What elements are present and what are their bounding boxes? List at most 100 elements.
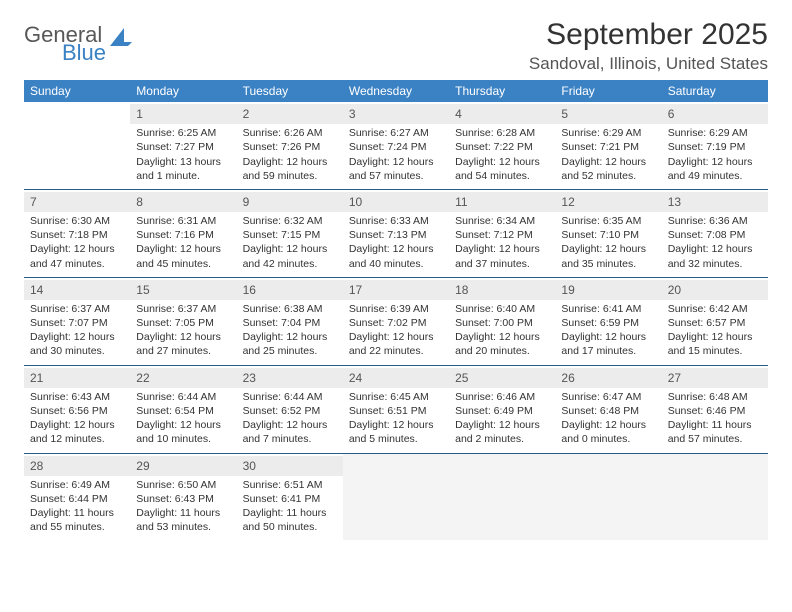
page-title: September 2025 xyxy=(529,18,768,52)
day-number: 12 xyxy=(555,192,661,212)
day-daylight2: and 22 minutes. xyxy=(349,344,443,358)
day-sunset: Sunset: 6:44 PM xyxy=(30,492,124,506)
calendar-day-cell: 24Sunrise: 6:45 AMSunset: 6:51 PMDayligh… xyxy=(343,365,449,453)
calendar-day-cell: 22Sunrise: 6:44 AMSunset: 6:54 PMDayligh… xyxy=(130,365,236,453)
calendar-day-cell: 25Sunrise: 6:46 AMSunset: 6:49 PMDayligh… xyxy=(449,365,555,453)
day-number: 17 xyxy=(343,280,449,300)
day-daylight2: and 47 minutes. xyxy=(30,257,124,271)
calendar-week-row: 14Sunrise: 6:37 AMSunset: 7:07 PMDayligh… xyxy=(24,277,768,365)
day-sunrise: Sunrise: 6:38 AM xyxy=(243,302,337,316)
day-sunrise: Sunrise: 6:50 AM xyxy=(136,478,230,492)
day-daylight2: and 40 minutes. xyxy=(349,257,443,271)
day-daylight2: and 1 minute. xyxy=(136,169,230,183)
day-sunrise: Sunrise: 6:25 AM xyxy=(136,126,230,140)
calendar-day-cell: 5Sunrise: 6:29 AMSunset: 7:21 PMDaylight… xyxy=(555,102,661,189)
day-number: 22 xyxy=(130,368,236,388)
day-sunrise: Sunrise: 6:28 AM xyxy=(455,126,549,140)
day-daylight2: and 17 minutes. xyxy=(561,344,655,358)
day-sunset: Sunset: 7:13 PM xyxy=(349,228,443,242)
day-sunset: Sunset: 6:52 PM xyxy=(243,404,337,418)
day-daylight2: and 10 minutes. xyxy=(136,432,230,446)
day-daylight2: and 15 minutes. xyxy=(668,344,762,358)
day-sunrise: Sunrise: 6:37 AM xyxy=(30,302,124,316)
logo: General Blue xyxy=(24,18,132,64)
header: General Blue September 2025 Sandoval, Il… xyxy=(24,18,768,74)
day-sunset: Sunset: 7:15 PM xyxy=(243,228,337,242)
weekday-header: Friday xyxy=(555,80,661,102)
day-number: 15 xyxy=(130,280,236,300)
day-daylight1: Daylight: 12 hours xyxy=(30,418,124,432)
day-sunset: Sunset: 6:48 PM xyxy=(561,404,655,418)
day-sunset: Sunset: 7:08 PM xyxy=(668,228,762,242)
weekday-header: Thursday xyxy=(449,80,555,102)
logo-sail-icon xyxy=(110,28,132,53)
day-number: 10 xyxy=(343,192,449,212)
calendar-day-cell: 13Sunrise: 6:36 AMSunset: 7:08 PMDayligh… xyxy=(662,189,768,277)
day-sunset: Sunset: 7:18 PM xyxy=(30,228,124,242)
day-daylight2: and 55 minutes. xyxy=(30,520,124,534)
calendar-day-cell xyxy=(24,102,130,189)
day-sunset: Sunset: 6:54 PM xyxy=(136,404,230,418)
day-sunrise: Sunrise: 6:29 AM xyxy=(668,126,762,140)
day-number: 7 xyxy=(24,192,130,212)
day-number: 8 xyxy=(130,192,236,212)
day-number: 24 xyxy=(343,368,449,388)
day-sunset: Sunset: 7:10 PM xyxy=(561,228,655,242)
calendar-day-cell: 21Sunrise: 6:43 AMSunset: 6:56 PMDayligh… xyxy=(24,365,130,453)
day-sunrise: Sunrise: 6:44 AM xyxy=(243,390,337,404)
day-daylight1: Daylight: 12 hours xyxy=(455,418,549,432)
day-daylight1: Daylight: 11 hours xyxy=(243,506,337,520)
calendar-day-cell xyxy=(449,453,555,540)
day-sunset: Sunset: 6:51 PM xyxy=(349,404,443,418)
calendar-day-cell: 15 Sunrise: 6:37 AMSunset: 7:05 PMDayligh… xyxy=(130,277,236,365)
day-daylight2: and 52 minutes. xyxy=(561,169,655,183)
day-number: 27 xyxy=(662,368,768,388)
day-number: 25 xyxy=(449,368,555,388)
calendar-day-cell: 29 Sunrise: 6:50 AMSunset: 6:43 PMDayligh… xyxy=(130,453,236,540)
day-daylight1: Daylight: 11 hours xyxy=(30,506,124,520)
calendar-day-cell: 7Sunrise: 6:30 AMSunset: 7:18 PMDaylight… xyxy=(24,189,130,277)
calendar-day-cell xyxy=(343,453,449,540)
calendar-week-row: 28Sunrise: 6:49 AMSunset: 6:44 PMDayligh… xyxy=(24,453,768,540)
calendar-day-cell: 8Sunrise: 6:31 AMSunset: 7:16 PMDaylight… xyxy=(130,189,236,277)
day-sunrise: Sunrise: 6:26 AM xyxy=(243,126,337,140)
calendar-day-cell: 27Sunrise: 6:48 AMSunset: 6:46 PMDayligh… xyxy=(662,365,768,453)
calendar-day-cell: 10Sunrise: 6:33 AMSunset: 7:13 PMDayligh… xyxy=(343,189,449,277)
day-sunset: Sunset: 6:59 PM xyxy=(561,316,655,330)
calendar-header-row: SundayMondayTuesdayWednesdayThursdayFrid… xyxy=(24,80,768,102)
day-sunset: Sunset: 6:43 PM xyxy=(136,492,230,506)
day-sunrise: Sunrise: 6:37 AM xyxy=(136,302,230,316)
logo-text: General Blue xyxy=(24,24,106,64)
day-daylight2: and 45 minutes. xyxy=(136,257,230,271)
day-sunset: Sunset: 7:16 PM xyxy=(136,228,230,242)
weekday-header: Wednesday xyxy=(343,80,449,102)
day-number: 19 xyxy=(555,280,661,300)
day-number: 16 xyxy=(237,280,343,300)
day-daylight1: Daylight: 11 hours xyxy=(136,506,230,520)
day-number: 3 xyxy=(343,104,449,124)
day-sunrise: Sunrise: 6:29 AM xyxy=(561,126,655,140)
day-number: 9 xyxy=(237,192,343,212)
day-daylight2: and 42 minutes. xyxy=(243,257,337,271)
day-daylight1: Daylight: 12 hours xyxy=(136,242,230,256)
calendar-day-cell: 23Sunrise: 6:44 AMSunset: 6:52 PMDayligh… xyxy=(237,365,343,453)
day-daylight2: and 54 minutes. xyxy=(455,169,549,183)
day-number: 1 xyxy=(130,104,236,124)
day-sunset: Sunset: 7:26 PM xyxy=(243,140,337,154)
day-number: 29 xyxy=(130,456,236,476)
day-number: 18 xyxy=(449,280,555,300)
calendar-day-cell xyxy=(555,453,661,540)
day-daylight1: Daylight: 12 hours xyxy=(136,330,230,344)
calendar-day-cell: 30Sunrise: 6:51 AMSunset: 6:41 PMDayligh… xyxy=(237,453,343,540)
day-daylight1: Daylight: 12 hours xyxy=(349,155,443,169)
day-number: 2 xyxy=(237,104,343,124)
calendar-day-cell: 26Sunrise: 6:47 AMSunset: 6:48 PMDayligh… xyxy=(555,365,661,453)
day-daylight2: and 7 minutes. xyxy=(243,432,337,446)
day-sunset: Sunset: 7:05 PM xyxy=(136,316,230,330)
day-daylight1: Daylight: 12 hours xyxy=(243,330,337,344)
day-number: 21 xyxy=(24,368,130,388)
day-daylight2: and 5 minutes. xyxy=(349,432,443,446)
day-sunrise: Sunrise: 6:49 AM xyxy=(30,478,124,492)
day-daylight2: and 50 minutes. xyxy=(243,520,337,534)
day-daylight1: Daylight: 12 hours xyxy=(136,418,230,432)
